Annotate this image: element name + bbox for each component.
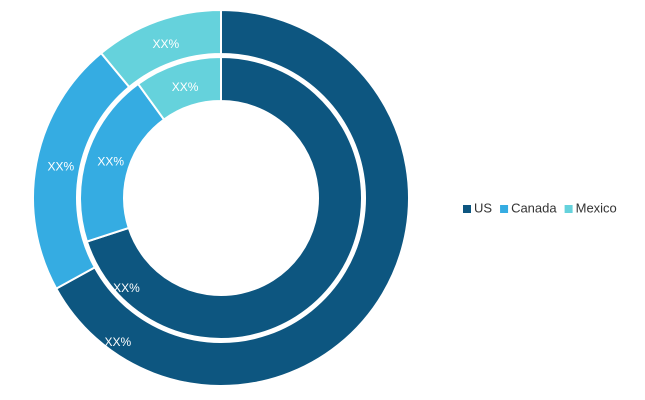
data-label: XX%	[172, 80, 199, 94]
donut-segment	[54, 8, 410, 387]
legend-label: US	[474, 200, 492, 215]
legend-swatch	[500, 205, 509, 213]
legend-label: Canada	[511, 200, 557, 215]
donut-segment	[85, 55, 363, 340]
donut-segment	[99, 8, 222, 89]
data-label: XX%	[113, 281, 140, 295]
data-label: XX%	[105, 335, 132, 349]
data-label: XX%	[97, 154, 124, 168]
data-label: XX%	[152, 37, 179, 51]
legend-label: Mexico	[576, 200, 617, 215]
legend-swatch	[564, 205, 573, 213]
data-label: XX%	[48, 160, 75, 174]
donut-segment	[136, 55, 222, 121]
legend-swatch	[463, 205, 471, 213]
